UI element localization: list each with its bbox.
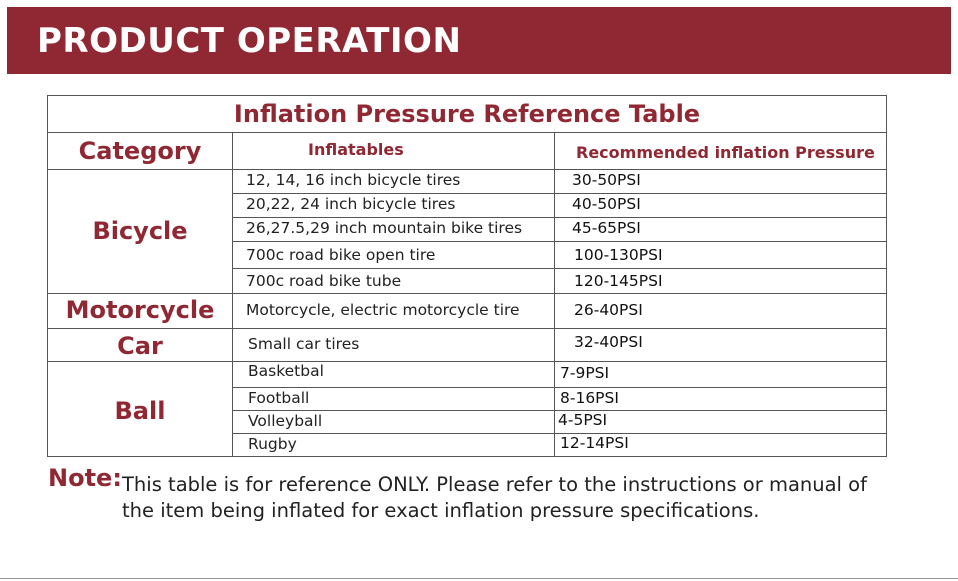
table-row-pressure: 4-5PSI [558,411,608,429]
table-row-pressure: 30-50PSI [572,171,641,189]
table-row-item: Volleyball [248,412,323,430]
table-row-item: 20,22, 24 inch bicycle tires [246,195,456,213]
table-rule [232,433,886,434]
inflatables-header: Inflatables [308,140,404,159]
table-row-pressure: 26-40PSI [574,301,643,319]
table-rule [232,410,886,411]
table-row-pressure: 12-14PSI [560,434,629,452]
table-caption: Inflation Pressure Reference Table [233,100,701,128]
category-car: Car [117,332,163,360]
table-rule [232,132,233,456]
table-row-pressure: 40-50PSI [572,195,641,213]
table-row-pressure: 8-16PSI [560,389,619,407]
table-row-item: Basketbal [248,362,324,380]
table-row-item: Rugby [248,435,297,453]
pressure-header: Recommended inflation Pressure [576,143,875,162]
table-row-item: Football [248,389,310,407]
table-row-pressure: 100-130PSI [574,246,663,264]
table-rule [48,328,886,329]
table-row-item: 12, 14, 16 inch bicycle tires [246,171,461,189]
table-rule [48,293,886,294]
table-row-pressure: 7-9PSI [560,364,610,382]
category-ball: Ball [114,397,166,425]
table-row-item: 26,27.5,29 inch mountain bike tires [246,219,523,237]
table-rule [48,132,886,133]
table-rule [232,268,886,269]
note-label: Note: [48,464,122,492]
category-header: Category [78,137,202,165]
table-row-item: Motorcycle, electric motorcycle tire [246,301,520,319]
pressure-table: Inflation Pressure Reference Table Categ… [47,95,887,457]
header-banner: PRODUCT OPERATION [7,7,951,74]
table-rule [554,132,555,456]
bottom-divider [0,578,958,579]
table-row-pressure: 32-40PSI [574,333,643,351]
table-rule [232,193,886,194]
category-motorcycle: Motorcycle [65,296,215,324]
category-bicycle: Bicycle [92,217,188,245]
note-text: This table is for reference ONLY. Please… [122,473,867,522]
table-row-pressure: 120-145PSI [574,272,663,290]
table-row-item: 700c road bike tube [246,272,402,290]
table-row-pressure: 45-65PSI [572,219,641,237]
table-row-item: Small car tires [248,335,360,353]
page-title: PRODUCT OPERATION [37,21,462,61]
table-rule [232,217,886,218]
table-rule [48,361,886,362]
table-rule [232,387,886,388]
table-rule [232,241,886,242]
table-rule [48,169,886,170]
table-row-item: 700c road bike open tire [246,246,436,264]
